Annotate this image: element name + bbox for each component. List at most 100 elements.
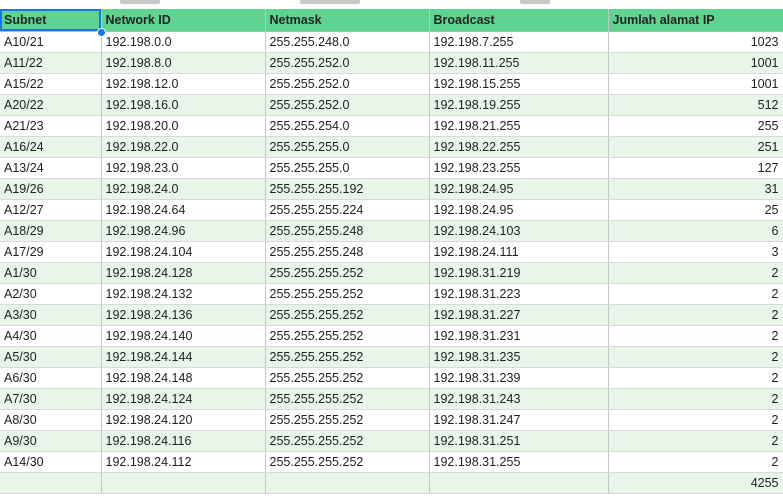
cell-network-id[interactable]: 192.198.0.0 [101, 31, 266, 53]
cell-broadcast[interactable]: 192.198.19.255 [429, 94, 609, 116]
cell-broadcast[interactable]: 192.198.11.255 [429, 52, 609, 74]
cell-jumlah-alamat-ip[interactable]: 2 [608, 388, 783, 410]
header-cell-netmask[interactable]: Netmask [265, 9, 430, 32]
cell-network-id[interactable]: 192.198.24.120 [101, 409, 266, 431]
cell-network-id[interactable]: 192.198.24.144 [101, 346, 266, 368]
cell-netmask[interactable]: 255.255.255.192 [265, 178, 430, 200]
cell-subnet[interactable]: A20/22 [0, 94, 102, 116]
cell-netmask[interactable]: 255.255.252.0 [265, 94, 430, 116]
cell-jumlah-alamat-ip[interactable]: 2 [608, 451, 783, 473]
cell-broadcast[interactable]: 192.198.7.255 [429, 31, 609, 53]
cell-jumlah-alamat-ip[interactable]: 127 [608, 157, 783, 179]
cell-broadcast[interactable]: 192.198.31.223 [429, 283, 609, 305]
cell-broadcast[interactable]: 192.198.31.251 [429, 430, 609, 452]
cell-network-id[interactable]: 192.198.16.0 [101, 94, 266, 116]
cell-network-id[interactable]: 192.198.24.104 [101, 241, 266, 263]
cell-jumlah-alamat-ip[interactable]: 1023 [608, 31, 783, 53]
cell-subnet[interactable]: A4/30 [0, 325, 102, 347]
cell-netmask[interactable]: 255.255.255.248 [265, 241, 430, 263]
cell-network-id[interactable]: 192.198.24.112 [101, 451, 266, 473]
cell-subnet[interactable]: A1/30 [0, 262, 102, 284]
cell-jumlah-alamat-ip[interactable]: 1001 [608, 52, 783, 74]
cell-network-id[interactable]: 192.198.24.116 [101, 430, 266, 452]
header-cell-subnet[interactable]: Subnet [0, 9, 102, 32]
cell-netmask[interactable]: 255.255.254.0 [265, 115, 430, 137]
empty-cell[interactable] [429, 472, 609, 494]
header-cell-jumlah-alamat-ip[interactable]: Jumlah alamat IP [608, 9, 783, 32]
cell-broadcast[interactable]: 192.198.24.95 [429, 178, 609, 200]
cell-jumlah-alamat-ip[interactable]: 255 [608, 115, 783, 137]
cell-broadcast[interactable]: 192.198.23.255 [429, 157, 609, 179]
cell-network-id[interactable]: 192.198.12.0 [101, 73, 266, 95]
cell-netmask[interactable]: 255.255.255.224 [265, 199, 430, 221]
header-cell-network-id[interactable]: Network ID [101, 9, 266, 32]
cell-broadcast[interactable]: 192.198.31.231 [429, 325, 609, 347]
cell-netmask[interactable]: 255.255.252.0 [265, 52, 430, 74]
cell-subnet[interactable]: A11/22 [0, 52, 102, 74]
empty-cell[interactable] [0, 472, 102, 494]
cell-network-id[interactable]: 192.198.8.0 [101, 52, 266, 74]
cell-network-id[interactable]: 192.198.24.0 [101, 178, 266, 200]
cell-jumlah-alamat-ip[interactable]: 31 [608, 178, 783, 200]
cell-subnet[interactable]: A8/30 [0, 409, 102, 431]
total-cell[interactable]: 4255 [608, 472, 783, 494]
cell-network-id[interactable]: 192.198.24.140 [101, 325, 266, 347]
cell-jumlah-alamat-ip[interactable]: 2 [608, 325, 783, 347]
cell-netmask[interactable]: 255.255.255.252 [265, 325, 430, 347]
cell-netmask[interactable]: 255.255.252.0 [265, 73, 430, 95]
cell-network-id[interactable]: 192.198.20.0 [101, 115, 266, 137]
cell-jumlah-alamat-ip[interactable]: 2 [608, 304, 783, 326]
cell-broadcast[interactable]: 192.198.24.111 [429, 241, 609, 263]
cell-broadcast[interactable]: 192.198.22.255 [429, 136, 609, 158]
cell-subnet[interactable]: A3/30 [0, 304, 102, 326]
cell-jumlah-alamat-ip[interactable]: 1001 [608, 73, 783, 95]
cell-jumlah-alamat-ip[interactable]: 25 [608, 199, 783, 221]
cell-netmask[interactable]: 255.255.255.252 [265, 430, 430, 452]
cell-subnet[interactable]: A18/29 [0, 220, 102, 242]
cell-subnet[interactable]: A15/22 [0, 73, 102, 95]
cell-network-id[interactable]: 192.198.23.0 [101, 157, 266, 179]
cell-jumlah-alamat-ip[interactable]: 3 [608, 241, 783, 263]
cell-broadcast[interactable]: 192.198.31.219 [429, 262, 609, 284]
cell-broadcast[interactable]: 192.198.24.103 [429, 220, 609, 242]
cell-netmask[interactable]: 255.255.255.252 [265, 388, 430, 410]
cell-netmask[interactable]: 255.255.255.0 [265, 157, 430, 179]
cell-broadcast[interactable]: 192.198.15.255 [429, 73, 609, 95]
cell-network-id[interactable]: 192.198.24.136 [101, 304, 266, 326]
cell-netmask[interactable]: 255.255.255.0 [265, 136, 430, 158]
cell-jumlah-alamat-ip[interactable]: 2 [608, 283, 783, 305]
cell-broadcast[interactable]: 192.198.31.247 [429, 409, 609, 431]
cell-broadcast[interactable]: 192.198.31.227 [429, 304, 609, 326]
cell-subnet[interactable]: A16/24 [0, 136, 102, 158]
cell-netmask[interactable]: 255.255.255.248 [265, 220, 430, 242]
cell-netmask[interactable]: 255.255.255.252 [265, 262, 430, 284]
selection-fill-handle[interactable] [97, 28, 106, 37]
cell-network-id[interactable]: 192.198.24.96 [101, 220, 266, 242]
empty-cell[interactable] [265, 472, 430, 494]
cell-jumlah-alamat-ip[interactable]: 2 [608, 346, 783, 368]
cell-network-id[interactable]: 192.198.24.148 [101, 367, 266, 389]
cell-broadcast[interactable]: 192.198.24.95 [429, 199, 609, 221]
cell-netmask[interactable]: 255.255.255.252 [265, 409, 430, 431]
cell-subnet[interactable]: A21/23 [0, 115, 102, 137]
cell-network-id[interactable]: 192.198.24.128 [101, 262, 266, 284]
empty-cell[interactable] [101, 472, 266, 494]
cell-broadcast[interactable]: 192.198.31.243 [429, 388, 609, 410]
cell-network-id[interactable]: 192.198.24.124 [101, 388, 266, 410]
cell-subnet[interactable]: A17/29 [0, 241, 102, 263]
cell-network-id[interactable]: 192.198.24.132 [101, 283, 266, 305]
cell-broadcast[interactable]: 192.198.31.255 [429, 451, 609, 473]
cell-network-id[interactable]: 192.198.22.0 [101, 136, 266, 158]
cell-jumlah-alamat-ip[interactable]: 2 [608, 367, 783, 389]
cell-subnet[interactable]: A14/30 [0, 451, 102, 473]
cell-broadcast[interactable]: 192.198.31.235 [429, 346, 609, 368]
cell-netmask[interactable]: 255.255.255.252 [265, 304, 430, 326]
cell-subnet[interactable]: A2/30 [0, 283, 102, 305]
cell-subnet[interactable]: A19/26 [0, 178, 102, 200]
header-cell-broadcast[interactable]: Broadcast [429, 9, 609, 32]
cell-jumlah-alamat-ip[interactable]: 2 [608, 409, 783, 431]
cell-netmask[interactable]: 255.255.255.252 [265, 367, 430, 389]
cell-subnet[interactable]: A12/27 [0, 199, 102, 221]
cell-subnet[interactable]: A7/30 [0, 388, 102, 410]
cell-subnet[interactable]: A6/30 [0, 367, 102, 389]
